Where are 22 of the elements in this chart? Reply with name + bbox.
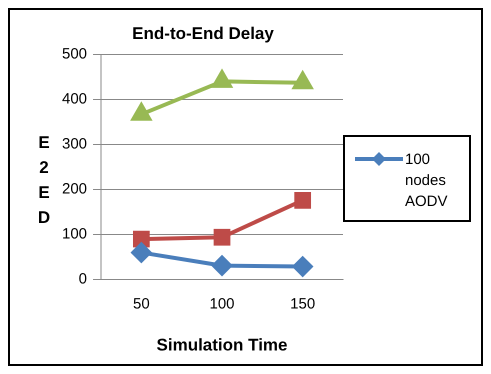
point [292, 256, 313, 277]
point [212, 70, 232, 88]
y-tick-label: 500 [62, 46, 88, 63]
y-tick-label: 400 [62, 90, 88, 108]
y-axis-title: E2ED [36, 132, 52, 229]
point [132, 103, 152, 121]
y-tick-label: 100 [62, 226, 88, 243]
x-axis-title: Simulation Time [156, 335, 288, 354]
point [132, 230, 150, 248]
x-tick-label: 150 [290, 296, 316, 313]
legend-label: 100 nodes AODV [405, 150, 449, 212]
x-tick-label: 100 [210, 296, 235, 313]
point [292, 72, 312, 90]
x-tick-label: 50 [133, 296, 150, 313]
chart-title: End-to-End Delay [132, 24, 274, 43]
y-tick-label: 300 [62, 136, 88, 153]
point [212, 256, 232, 276]
y-tick-label: 0 [78, 270, 88, 288]
point [294, 192, 312, 209]
point [214, 228, 230, 246]
y-tick-label: 200 [62, 180, 88, 198]
point [131, 242, 152, 263]
